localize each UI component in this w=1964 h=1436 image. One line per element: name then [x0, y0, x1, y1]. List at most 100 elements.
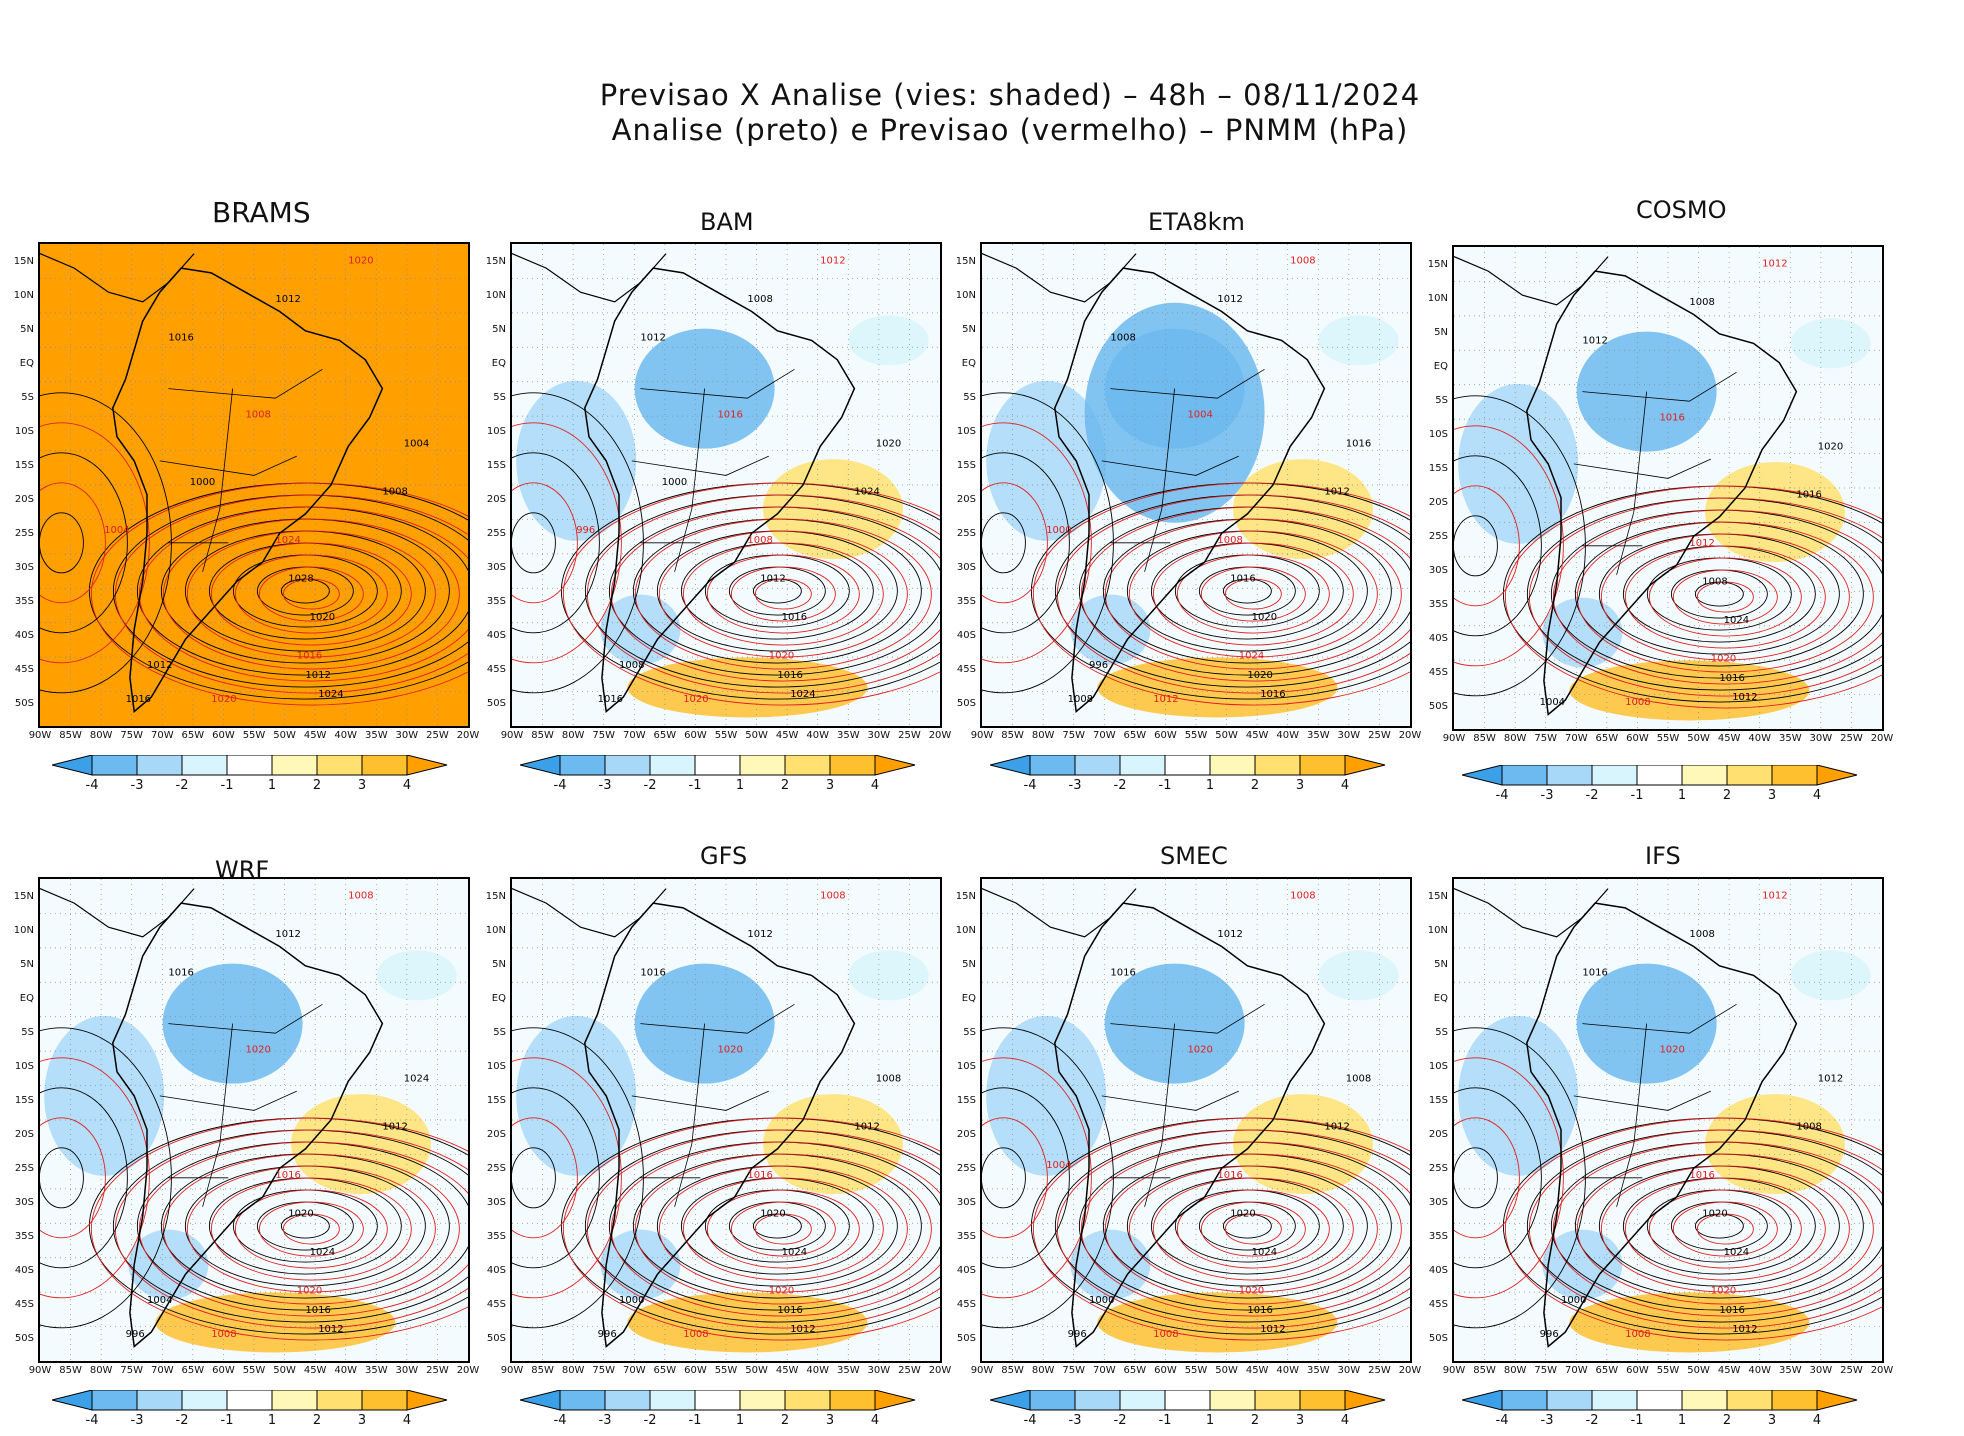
lat-tick-label: 35S	[1428, 1231, 1448, 1242]
isobar-label: 1004	[104, 525, 129, 536]
colorbar-arrow-low	[520, 1390, 561, 1411]
colorbar-tick-label: 2	[1722, 1413, 1732, 1428]
lat-tick-label: 10S	[1428, 429, 1448, 440]
country-border	[1101, 455, 1239, 476]
colorbar-tick-label: -1	[220, 1413, 234, 1428]
forecast-isobar	[1224, 1213, 1282, 1245]
isobar-label: 1024	[318, 689, 343, 700]
lat-tick-label: 15S	[956, 460, 976, 471]
isobar-label: 1012	[1260, 1324, 1285, 1335]
lon-tick-label: 60W	[212, 1365, 235, 1376]
colorbar-tick-label: 4	[1812, 1413, 1822, 1428]
lat-tick-label: 40S	[14, 1265, 34, 1276]
colorbar-tick-label: 2	[312, 1413, 322, 1428]
colorbar-segment	[91, 755, 138, 776]
figure-title-line1: Previsao X Analise (vies: shaded) – 48h …	[599, 78, 1421, 112]
isobar-label: 1024	[1724, 1247, 1749, 1258]
forecast-isobar	[1176, 554, 1330, 634]
colorbar-tick-label: 3	[357, 1413, 367, 1428]
lon-tick-label: 20W	[1398, 730, 1422, 741]
coastline-central-america	[512, 253, 667, 303]
forecast-isobar	[162, 518, 460, 670]
lon-tick-label: 35W	[1306, 730, 1330, 741]
coastline-central-america	[982, 888, 1137, 938]
isobar-label: 1004	[147, 1295, 172, 1306]
colorbar-segment	[1726, 765, 1773, 786]
lon-tick-label: 70W	[1564, 1365, 1588, 1376]
colorbar-tick-label: 2	[1722, 788, 1732, 803]
coastline-central-america	[40, 253, 195, 303]
isobar-label: 1008	[1217, 535, 1242, 546]
isobar-west	[40, 1057, 150, 1299]
colorbar-arrow-low	[990, 1390, 1031, 1411]
isobar-label: 1000	[1089, 1295, 1114, 1306]
lon-tick-label: 65W	[1123, 730, 1147, 741]
lat-tick-label: 45S	[956, 664, 976, 675]
isobar-label: 1016	[168, 332, 193, 343]
lon-tick-label: 70W	[1564, 733, 1588, 744]
lon-tick-label: 50W	[1687, 1365, 1710, 1376]
isobar-west	[512, 1147, 556, 1209]
map-panel-smec: 1008 1012 1016 1020 1008 1012 1016 1020 1024 1020…	[980, 877, 1412, 1363]
isobar-label: 1012	[854, 1122, 879, 1133]
colorbar-segment	[1029, 755, 1076, 776]
lon-tick-label: 90W	[28, 730, 52, 741]
forecast-isobar	[90, 1117, 468, 1341]
isobar-label: 1016	[1247, 1305, 1272, 1316]
forecast-isobar	[730, 566, 836, 622]
map-panel-bam: 1012 1008 1012 1016 1020 1024 1008 1012 1016 1020…	[510, 242, 942, 728]
lat-tick-label: 50S	[1428, 1333, 1448, 1344]
lon-tick-label: 85W	[1001, 730, 1024, 741]
country-border	[674, 1023, 705, 1207]
isobar-label: 1016	[1230, 573, 1255, 584]
colorbar-segment	[271, 1390, 318, 1411]
country-border	[640, 368, 795, 399]
lon-tick-label: 35W	[1778, 1365, 1802, 1376]
lon-tick-label: 60W	[1154, 730, 1177, 741]
lon-tick-label: 85W	[531, 730, 554, 741]
isobar-label: 1024	[790, 689, 815, 700]
lat-tick-label: 10N	[1427, 293, 1448, 304]
colorbar-eta8km	[990, 755, 1386, 776]
lat-tick-label: 50S	[14, 1333, 34, 1344]
isobar-label: 996	[1068, 1329, 1087, 1340]
isobar-label: 996	[126, 1329, 145, 1340]
colorbar-segment	[559, 755, 606, 776]
isobar-west	[982, 1147, 1026, 1209]
isobar-label: 1008	[683, 1329, 708, 1340]
isobar-label: 1024	[404, 1073, 429, 1084]
isobar-west	[982, 1057, 1092, 1299]
isobar-label: 1016	[305, 1305, 330, 1316]
colorbar-segment	[1726, 1390, 1773, 1411]
colorbar-segment	[1681, 1390, 1728, 1411]
lon-tick-label: 35W	[364, 730, 388, 741]
forecast-isobar	[1104, 1153, 1402, 1305]
lon-tick-label: 25W	[1840, 1365, 1863, 1376]
lat-tick-label: 30S	[1428, 1197, 1448, 1208]
coastline-south-america	[1054, 267, 1326, 713]
isobar-label: 1012	[747, 929, 772, 940]
colorbar-segment	[1501, 1390, 1548, 1411]
isobar-label: 1028	[288, 573, 313, 584]
lon-tick-label: 75W	[1534, 733, 1558, 744]
isobar-label: 1012	[1324, 487, 1349, 498]
lat-tick-label: 45S	[14, 664, 34, 675]
lat-tick-label: 15N	[485, 256, 506, 267]
lon-tick-label: 70W	[150, 730, 174, 741]
lat-tick-label: 50S	[486, 698, 506, 709]
lat-tick-label: 35S	[956, 1231, 976, 1242]
coastline-south-america	[1054, 902, 1326, 1348]
lon-tick-label: 25W	[898, 730, 921, 741]
lat-tick-label: 5S	[963, 1027, 976, 1038]
isobar-label: 1024	[1239, 651, 1264, 662]
colorbar-tick-label: -1	[220, 778, 234, 793]
colorbar-tick-label: 3	[357, 778, 367, 793]
lon-tick-label: 30W	[867, 730, 891, 741]
map-panel-gfs: 1008 1012 1016 1020 1008 1012 1016 1020 1024 1020…	[510, 877, 942, 1363]
lon-tick-label: 35W	[1778, 733, 1802, 744]
colorbar-segment	[181, 1390, 228, 1411]
lat-tick-label: 5S	[21, 392, 34, 403]
colorbar-arrow-high	[406, 1390, 448, 1411]
lat-tick-label: EQ	[491, 358, 506, 369]
colorbar-segment	[559, 1390, 606, 1411]
